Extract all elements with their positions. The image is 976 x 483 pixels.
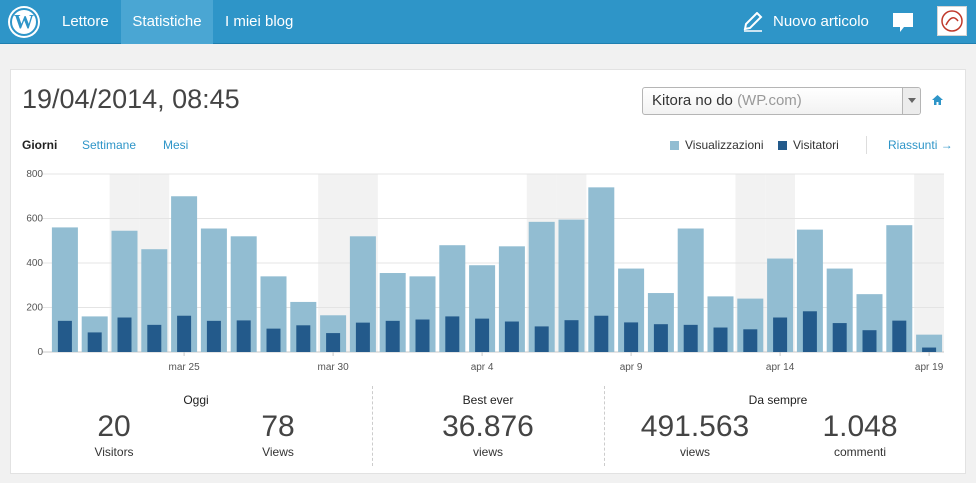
- legend-views-swatch: [670, 141, 679, 150]
- bar-visitors: [802, 311, 817, 352]
- bar-visitors: [743, 329, 758, 352]
- y-tick-label: 400: [26, 258, 43, 269]
- bar-visitors: [534, 326, 549, 352]
- bar-visitors: [713, 327, 728, 352]
- bar-visitors: [922, 347, 937, 352]
- x-tick-label: mar 25: [169, 362, 201, 373]
- bar-visitors: [117, 317, 132, 352]
- bar-visitors: [206, 320, 221, 352]
- wordpress-logo-icon[interactable]: W: [8, 6, 40, 38]
- bar-visitors: [594, 315, 609, 352]
- nav-stats[interactable]: Statistiche: [121, 0, 213, 44]
- bar-visitors: [236, 320, 251, 352]
- views-chart: 0 200 400 600 800 mar 25 mar 30 apr 4 apr 9 apr 1…: [26, 169, 944, 373]
- y-tick-label: 800: [26, 169, 43, 180]
- pencil-icon[interactable]: [742, 12, 764, 32]
- chevron-down-icon[interactable]: [902, 88, 920, 114]
- x-tick-label: apr 9: [620, 362, 643, 373]
- home-icon[interactable]: [932, 95, 943, 105]
- today-views-value: 78: [261, 410, 295, 443]
- legend-visitors-label: Visitatori: [793, 138, 839, 152]
- nav-my-blogs[interactable]: I miei blog: [225, 13, 294, 30]
- top-bar: W Lettore Statistiche I miei blog Nuovo …: [0, 0, 976, 44]
- bar-visitors: [177, 315, 192, 352]
- today-views-label: Views: [262, 445, 294, 459]
- site-host: (WP.com): [737, 92, 802, 109]
- page-title: 19/04/2014, 08:45: [22, 84, 240, 114]
- bar-visitors: [266, 328, 281, 352]
- today-visitors-label: Visitors: [94, 445, 134, 459]
- bar-visitors: [832, 323, 847, 352]
- site-select[interactable]: Kitora no do (WP.com): [642, 87, 921, 115]
- today-visitors-value: 20: [97, 410, 131, 443]
- best-ever-title: Best ever: [462, 393, 514, 407]
- y-tick-label: 200: [26, 303, 43, 314]
- bar-visitors: [653, 324, 668, 352]
- tab-days[interactable]: Giorni: [22, 138, 58, 152]
- legend-divider: [866, 136, 867, 154]
- all-time-views-value: 491.563: [640, 410, 750, 443]
- bar-visitors: [445, 316, 460, 352]
- y-tick-label: 0: [37, 347, 43, 358]
- site-name: Kitora no do: [652, 92, 733, 109]
- legend-visitors-swatch: [778, 141, 787, 150]
- best-ever-label: views: [472, 445, 503, 459]
- bar-visitors: [892, 320, 907, 352]
- today-title: Oggi: [183, 393, 209, 407]
- nav-reader[interactable]: Lettore: [62, 13, 109, 30]
- stats-divider: [372, 386, 373, 466]
- bar-visitors: [564, 320, 579, 352]
- all-time-title: Da sempre: [748, 393, 808, 407]
- bar-visitors: [683, 324, 698, 352]
- bar-visitors: [57, 320, 72, 352]
- all-time-comments-value: 1.048: [822, 410, 898, 443]
- avatar-image: [941, 10, 963, 32]
- tab-weeks[interactable]: Settimane: [82, 138, 137, 152]
- stats-divider: [604, 386, 605, 466]
- bar-visitors: [87, 332, 102, 352]
- x-tick-label: mar 30: [318, 362, 350, 373]
- bar-visitors: [624, 322, 639, 352]
- summaries-link[interactable]: Riassunti →: [888, 138, 953, 152]
- bar-visitors: [475, 318, 490, 352]
- bar-visitors: [862, 330, 877, 352]
- all-time-comments-label: commenti: [833, 445, 886, 459]
- x-tick-label: apr 14: [766, 362, 795, 373]
- all-time-views-label: views: [679, 445, 710, 459]
- notifications-icon[interactable]: [892, 12, 914, 34]
- bar-visitors: [504, 321, 519, 352]
- y-tick-label: 600: [26, 214, 43, 225]
- tab-months[interactable]: Mesi: [163, 138, 189, 152]
- bar-visitors: [773, 317, 788, 352]
- bar-visitors: [296, 325, 311, 352]
- bar-visitors: [385, 320, 400, 352]
- legend-views-label: Visualizzazioni: [685, 138, 764, 152]
- x-tick-label: apr 19: [915, 362, 944, 373]
- new-post-button[interactable]: Nuovo articolo: [773, 13, 869, 30]
- bar-visitors: [147, 324, 162, 352]
- best-ever-value: 36.876: [442, 410, 534, 443]
- bar-visitors: [415, 319, 430, 352]
- x-tick-label: apr 4: [471, 362, 494, 373]
- bar-visitors: [355, 322, 370, 352]
- avatar[interactable]: [937, 6, 967, 36]
- bar-visitors: [326, 333, 341, 352]
